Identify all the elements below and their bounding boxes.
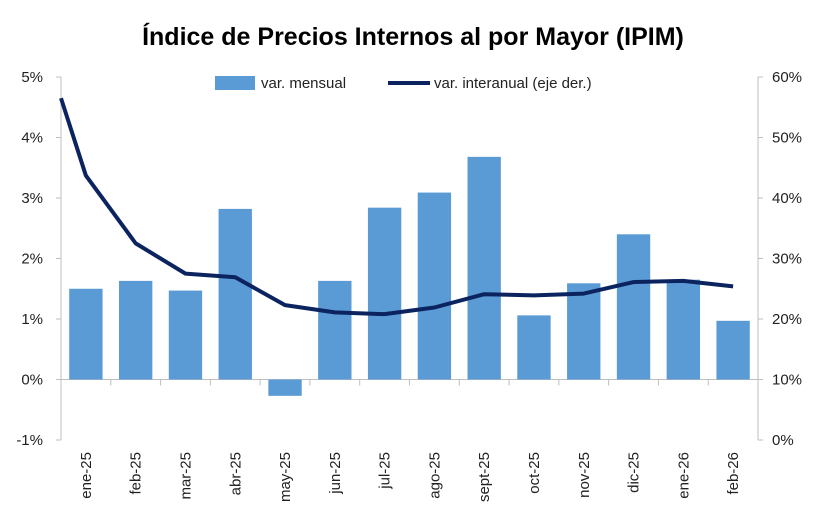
left-tick-label: 2% — [21, 251, 43, 268]
x-tick-label: nov-25 — [576, 452, 593, 498]
right-tick-label: 30% — [772, 251, 802, 268]
x-tick-label: feb-25 — [128, 452, 145, 495]
bar-may-25 — [268, 379, 302, 396]
right-tick-label: 20% — [772, 311, 802, 328]
bar-jul-25 — [367, 207, 402, 380]
right-tick-label: 40% — [772, 190, 802, 207]
bar-feb-25 — [119, 280, 153, 380]
bar-oct-25 — [517, 315, 551, 380]
x-tick-label: sept-25 — [476, 452, 493, 502]
left-tick-label: 3% — [21, 190, 43, 207]
bar-series — [69, 156, 750, 396]
right-tick-label: 50% — [772, 130, 802, 147]
bar-ene-26 — [666, 279, 700, 380]
x-tick-label: may-25 — [277, 452, 294, 502]
bar-abr-25 — [218, 208, 252, 380]
left-tick-label: 4% — [21, 130, 43, 147]
bar-ene-25 — [69, 288, 103, 380]
legend-swatch-bar — [215, 76, 255, 90]
right-tick-label: 60% — [772, 69, 802, 86]
x-tick-label: ene-26 — [675, 452, 692, 499]
legend: var. mensual var. interanual (eje der.) — [215, 75, 592, 92]
right-axis-ticks: 0% 10% 20% 30% 40% 50% 60% — [772, 69, 802, 449]
right-tick-label: 0% — [772, 432, 794, 449]
bar-dic-25 — [616, 234, 651, 380]
x-tick-label: oct-25 — [526, 452, 543, 494]
bar-feb-26 — [716, 320, 750, 380]
line-series — [59, 97, 734, 317]
x-tick-label: abr-25 — [227, 452, 244, 495]
left-tick-label: 1% — [21, 311, 43, 328]
legend-label-line: var. interanual (eje der.) — [434, 75, 592, 92]
left-tick-label: 5% — [21, 69, 43, 86]
chart-title: Índice de Precios Internos al por Mayor … — [142, 22, 684, 51]
bar-mar-25 — [168, 290, 203, 380]
x-axis-labels: ene-25 feb-25 mar-25 abr-25 may-25 jun-25 jul-… — [78, 452, 742, 502]
left-tick-label: 0% — [21, 372, 43, 389]
bar-ago-25 — [417, 192, 452, 380]
legend-label-bar: var. mensual — [261, 75, 346, 92]
x-tick-label: dic-25 — [626, 452, 643, 493]
x-tick-label: ago-25 — [426, 452, 443, 499]
bar-sept-25 — [467, 156, 501, 380]
x-tick-label: ene-25 — [78, 452, 95, 499]
bar-jun-25 — [318, 280, 352, 380]
right-tick-label: 10% — [772, 372, 802, 389]
x-tick-label: jul-25 — [377, 452, 394, 490]
left-axis-ticks: -1% 0% 1% 2% 3% 4% 5% — [16, 69, 43, 449]
bar-nov-25 — [567, 283, 601, 380]
left-tick-label: -1% — [16, 432, 43, 449]
x-tick-label: mar-25 — [177, 452, 194, 500]
x-tick-label: feb-26 — [725, 452, 742, 495]
x-tick-label: jun-25 — [327, 452, 344, 495]
